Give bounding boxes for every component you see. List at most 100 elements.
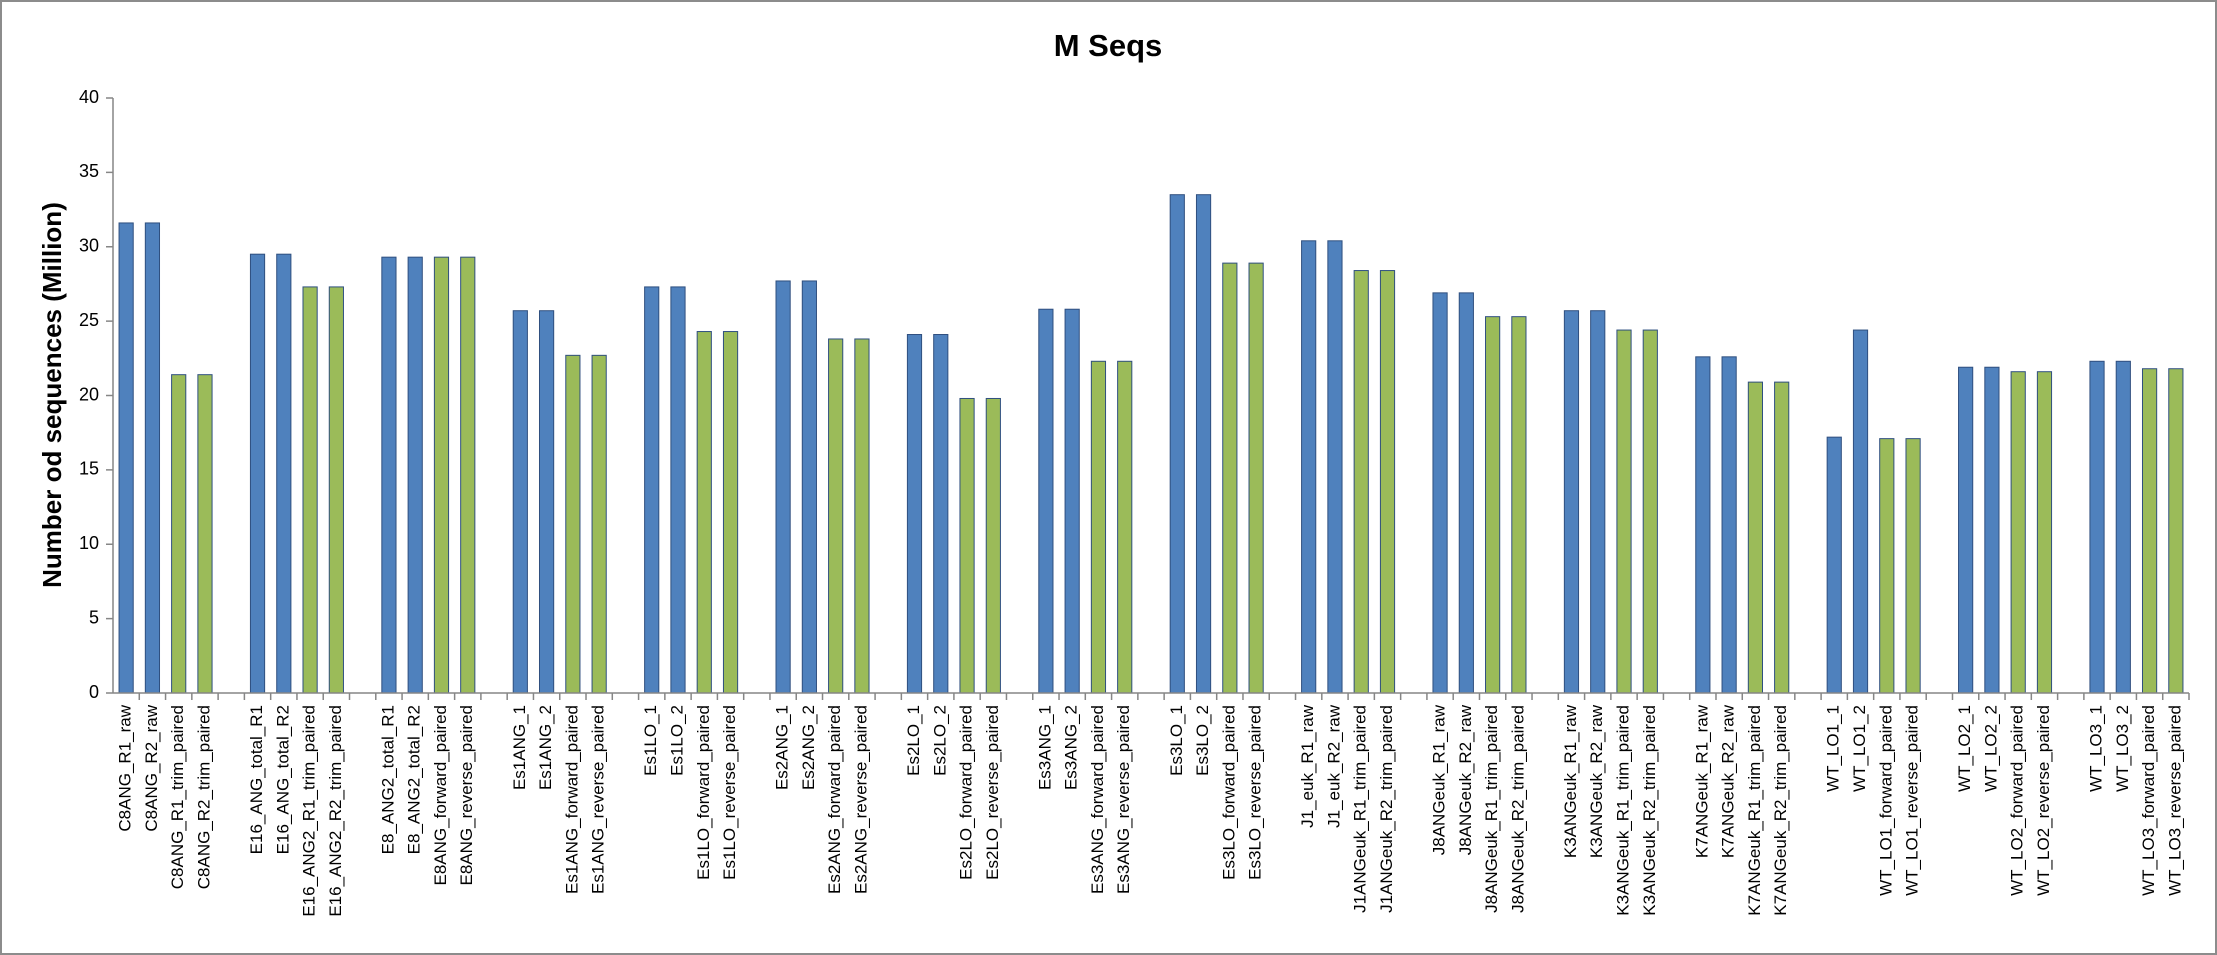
x-tick-label: Es3LO_forward_paired bbox=[1219, 705, 1238, 880]
bar bbox=[696, 331, 712, 694]
x-tick-label: Es1ANG_2 bbox=[536, 705, 555, 790]
bar bbox=[1248, 262, 1264, 694]
bar bbox=[2115, 360, 2131, 694]
bar bbox=[1721, 356, 1737, 694]
y-tick-label: 40 bbox=[79, 87, 99, 107]
bar bbox=[1485, 316, 1501, 694]
bar bbox=[1511, 316, 1527, 694]
bar bbox=[1905, 438, 1921, 694]
x-tick-label: Es3LO_1 bbox=[1167, 705, 1186, 776]
x-tick-label: Es2ANG_forward_paired bbox=[825, 705, 844, 894]
x-tick-label: E16_ANG_total_R2 bbox=[273, 705, 292, 854]
y-tick-label: 25 bbox=[79, 310, 99, 330]
bar bbox=[381, 256, 397, 694]
x-tick-label: E8ANG_forward_paired bbox=[431, 705, 450, 885]
bar bbox=[1222, 262, 1238, 694]
bar bbox=[1879, 438, 1895, 694]
x-tick-label: E16_ANG2_R1_trim_paired bbox=[300, 705, 319, 917]
bar bbox=[433, 256, 450, 694]
y-tick-label: 0 bbox=[89, 682, 99, 702]
bar bbox=[985, 397, 1001, 694]
x-tick-label: Es2ANG_1 bbox=[773, 705, 792, 790]
x-tick-label: K3ANGeuk_R2_trim_paired bbox=[1640, 705, 1659, 916]
x-tick-label: K7ANGeuk_R2_raw bbox=[1719, 704, 1738, 858]
bar bbox=[276, 253, 292, 694]
x-tick-label: WT_LO1_2 bbox=[1850, 705, 1869, 792]
x-tick-label: Es3ANG_forward_paired bbox=[1088, 705, 1107, 894]
y-tick-label: 35 bbox=[79, 161, 99, 181]
bar bbox=[854, 338, 870, 694]
x-tick-label: J1ANGeuk_R1_trim_paired bbox=[1351, 705, 1370, 913]
x-tick-label: WT_LO2_reverse_paired bbox=[2034, 705, 2053, 896]
x-tick-label: Es3ANG_2 bbox=[1062, 705, 1081, 790]
bar bbox=[1747, 381, 1764, 694]
x-tick-label: K3ANGeuk_R2_raw bbox=[1587, 704, 1606, 858]
x-tick-label: E8ANG_reverse_paired bbox=[457, 705, 476, 885]
chart-title: M Seqs bbox=[1054, 28, 1163, 63]
bar bbox=[1958, 366, 1974, 694]
x-tick-label: Es3LO_reverse_paired bbox=[1246, 705, 1265, 880]
bar bbox=[644, 286, 660, 694]
bar bbox=[1090, 360, 1107, 694]
bar bbox=[302, 286, 318, 694]
bar bbox=[906, 334, 923, 694]
x-tick-label: WT_LO2_forward_paired bbox=[2008, 705, 2027, 896]
bar bbox=[197, 374, 213, 694]
x-tick-label: Es2LO_1 bbox=[904, 705, 923, 776]
x-tick-label: WT_LO3_forward_paired bbox=[2139, 705, 2158, 896]
x-tick-label: Es1ANG_forward_paired bbox=[562, 705, 581, 894]
x-tick-label: C8ANG_R2_trim_paired bbox=[194, 705, 213, 889]
bar bbox=[801, 280, 817, 694]
x-tick-label: K7ANGeuk_R1_trim_paired bbox=[1745, 705, 1764, 916]
bar bbox=[2010, 371, 2026, 694]
bar bbox=[1432, 292, 1448, 694]
bar bbox=[249, 253, 266, 694]
x-tick-label: WT_LO1_reverse_paired bbox=[1903, 705, 1922, 896]
x-tick-label: Es3LO_2 bbox=[1193, 705, 1212, 776]
y-tick-label: 10 bbox=[79, 533, 99, 553]
x-tick-label: C8ANG_R1_trim_paired bbox=[168, 705, 187, 889]
x-tick-label: J8ANGeuk_R2_raw bbox=[1456, 704, 1475, 855]
bar bbox=[1695, 356, 1711, 694]
bar bbox=[2168, 368, 2184, 694]
bar bbox=[171, 374, 187, 694]
x-tick-label: WT_LO3_1 bbox=[2087, 705, 2106, 792]
bar bbox=[118, 222, 134, 694]
x-tick-label: WT_LO3_2 bbox=[2113, 705, 2132, 792]
x-tick-label: K7ANGeuk_R2_trim_paired bbox=[1771, 705, 1790, 916]
x-tick-label: K7ANGeuk_R1_raw bbox=[1692, 704, 1711, 858]
bar bbox=[1327, 240, 1343, 694]
x-tick-label: Es3ANG_1 bbox=[1035, 705, 1054, 790]
x-tick-label: Es1ANG_1 bbox=[510, 705, 529, 790]
x-tick-label: E8_ANG2_total_R2 bbox=[405, 705, 424, 854]
bar bbox=[538, 310, 555, 694]
bar bbox=[2036, 371, 2053, 694]
x-tick-label: J8ANGeuk_R2_trim_paired bbox=[1508, 705, 1527, 913]
bar bbox=[591, 354, 607, 694]
bar bbox=[407, 256, 423, 694]
bar bbox=[1379, 270, 1396, 694]
x-tick-label: E16_ANG2_R2_trim_paired bbox=[326, 705, 345, 917]
bar bbox=[1616, 329, 1632, 694]
y-tick-label: 5 bbox=[89, 607, 99, 627]
bar bbox=[1353, 270, 1369, 694]
bar bbox=[1169, 194, 1185, 694]
x-tick-label: Es1LO_reverse_paired bbox=[720, 705, 739, 880]
y-tick-label: 15 bbox=[79, 459, 99, 479]
bar bbox=[1984, 366, 2000, 694]
x-tick-label: WT_LO2_1 bbox=[1955, 705, 1974, 792]
x-tick-label: WT_LO1_1 bbox=[1824, 705, 1843, 792]
x-tick-label: Es2ANG_2 bbox=[799, 705, 818, 790]
x-tick-label: Es3ANG_reverse_paired bbox=[1114, 705, 1133, 894]
x-tick-label: Es1LO_forward_paired bbox=[694, 705, 713, 880]
x-tick-label: Es2ANG_reverse_paired bbox=[851, 705, 870, 894]
y-axis-label: Number od sequences (Million) bbox=[37, 202, 67, 588]
x-tick-label: Es2LO_forward_paired bbox=[957, 705, 976, 880]
x-tick-label: J1ANGeuk_R2_trim_paired bbox=[1377, 705, 1396, 913]
x-tick-label: J8ANGeuk_R1_raw bbox=[1430, 704, 1449, 855]
x-tick-label: Es1LO_2 bbox=[667, 705, 686, 776]
bar bbox=[460, 256, 476, 694]
x-tick-label: Es1ANG_reverse_paired bbox=[589, 705, 608, 894]
